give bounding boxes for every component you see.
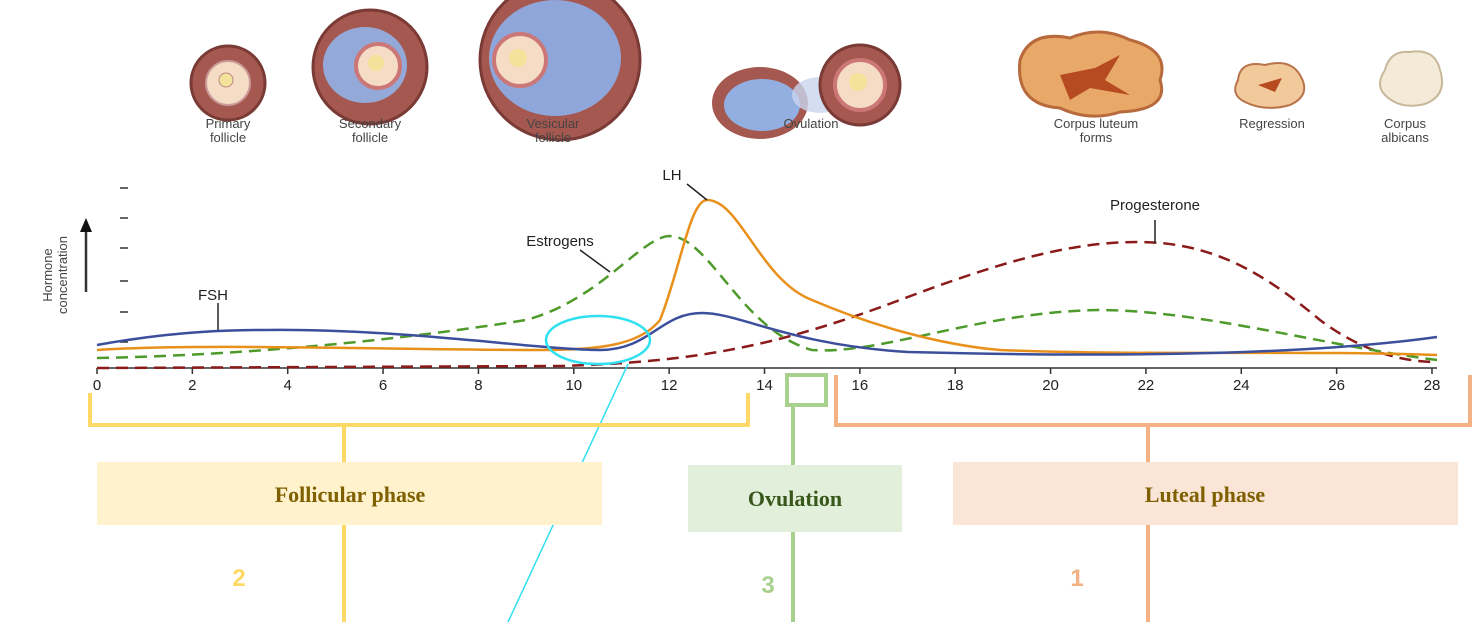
x-tick-label: 12 <box>661 377 678 394</box>
x-tick-label: 20 <box>1042 377 1059 394</box>
stage-label: follicle <box>210 130 246 145</box>
phase-number: 1 <box>1070 565 1083 592</box>
stage-label: albicans <box>1381 130 1429 145</box>
lh-label: LH <box>662 167 681 184</box>
x-tick-label: 22 <box>1138 377 1155 394</box>
stage-label: forms <box>1080 130 1113 145</box>
x-tick-label: 10 <box>565 377 582 394</box>
highlight-ellipse <box>546 316 650 364</box>
phase-label: Follicular phase <box>275 482 426 507</box>
axes <box>80 188 1437 368</box>
x-tick-label: 0 <box>93 377 101 394</box>
x-tick-label: 14 <box>756 377 773 394</box>
hormone-curves <box>97 200 1437 368</box>
estrogens-label: Estrogens <box>526 233 594 250</box>
phase-number: 2 <box>232 565 245 592</box>
stage-label: Regression <box>1239 116 1305 131</box>
progesterone-label: Progesterone <box>1110 197 1200 214</box>
x-tick-label: 4 <box>284 377 292 394</box>
y-axis-label: Hormone <box>40 248 55 301</box>
stage-label: Primary <box>206 116 251 131</box>
stage-label: Ovulation <box>784 116 839 131</box>
lh-curve <box>97 200 1437 355</box>
x-tick-label: 2 <box>188 377 196 394</box>
stage-labels: PrimaryfollicleSecondaryfollicleVesicula… <box>206 116 1430 145</box>
stage-label: Corpus <box>1384 116 1426 131</box>
stage-label: Vesicular <box>527 116 580 131</box>
y-axis-label: concentration <box>55 236 70 314</box>
stage-label: Corpus luteum <box>1054 116 1139 131</box>
x-tick-label: 18 <box>947 377 964 394</box>
stage-label: Secondary <box>339 116 402 131</box>
stage-label: follicle <box>352 130 388 145</box>
phase-label: Ovulation <box>748 486 842 511</box>
phase-label: Luteal phase <box>1145 482 1266 507</box>
x-tick-label: 26 <box>1328 377 1345 394</box>
curve-pointers <box>218 184 1155 330</box>
phase-number: 3 <box>761 572 774 599</box>
x-tick-label: 24 <box>1233 377 1250 394</box>
x-tick-label: 8 <box>474 377 482 394</box>
x-tick-label: 16 <box>852 377 869 394</box>
x-tick-label: 6 <box>379 377 387 394</box>
fsh-label: FSH <box>198 287 228 304</box>
x-tick-label: 28 <box>1424 377 1441 394</box>
stage-label: follicle <box>535 130 571 145</box>
diagram: PrimaryfollicleSecondaryfollicleVesicula… <box>0 0 1475 622</box>
